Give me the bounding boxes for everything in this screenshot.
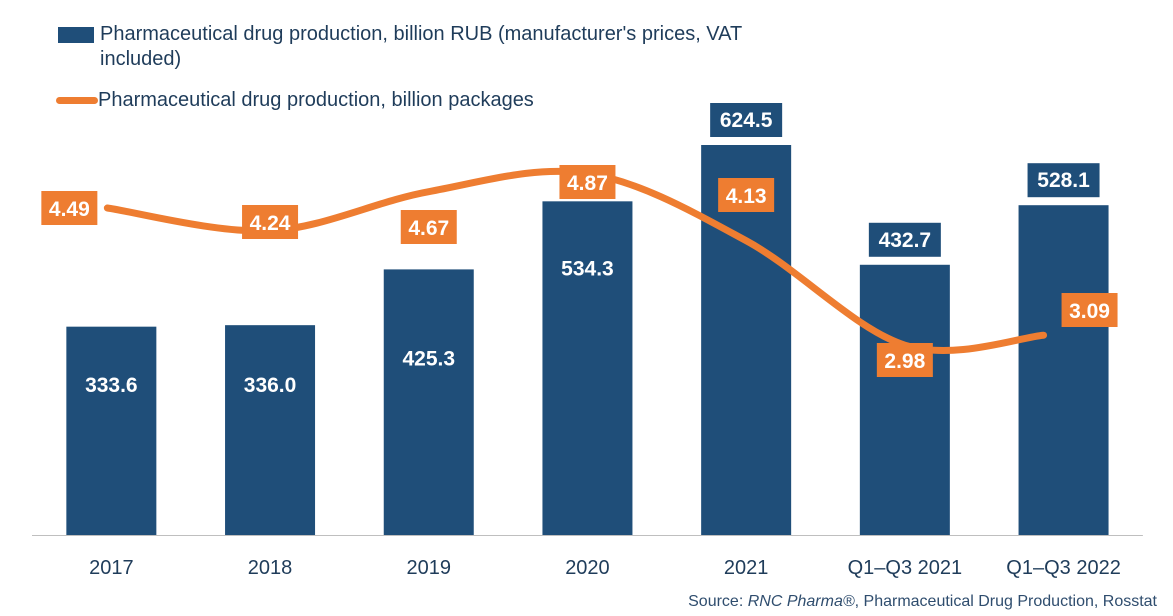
bar-6 [1018, 205, 1109, 535]
x-tick-label-1: 2018 [248, 557, 293, 579]
bar-2 [383, 269, 474, 535]
bar-value-box-5 [868, 222, 941, 257]
bar-5 [859, 264, 950, 535]
bar-value-box-6 [1027, 163, 1100, 198]
bar-value-label-4: 624.5 [720, 109, 773, 132]
bar-value-label-2: 425.3 [402, 347, 455, 370]
bar-value-label-5: 432.7 [879, 229, 932, 252]
line-value-box-6 [1061, 293, 1118, 327]
bar-value-label-3: 534.3 [561, 257, 614, 280]
bar-value-label-6: 528.1 [1037, 169, 1090, 192]
source-prefix: Source: [688, 593, 748, 610]
x-tick-label-3: 2020 [565, 557, 610, 579]
bar-0 [66, 326, 157, 535]
line-value-label-5: 2.98 [884, 350, 925, 373]
legend-label-rub-line2: included) [100, 48, 182, 70]
line-value-box-5 [876, 343, 933, 377]
line-value-box-2 [400, 210, 457, 244]
source-brand: RNC Pharma® [747, 593, 855, 610]
bar-value-label-1: 336.0 [244, 374, 297, 397]
line-value-label-2: 4.67 [408, 217, 449, 240]
line-value-label-3: 4.87 [567, 172, 608, 195]
bar-value-box-4 [710, 103, 783, 137]
x-tick-label-5: Q1–Q3 2021 [848, 557, 963, 579]
line-value-label-0: 4.49 [49, 198, 90, 221]
source-note: Source: RNC Pharma®, Pharmaceutical Drug… [688, 593, 1157, 611]
bar-3 [542, 201, 633, 535]
legend-label-rub-line1: Pharmaceutical drug production, billion … [100, 23, 743, 45]
line-value-label-6: 3.09 [1069, 300, 1110, 323]
bar-value-label-0: 333.6 [85, 374, 138, 397]
line-value-box-0 [41, 191, 98, 225]
x-tick-label-2: 2019 [407, 557, 452, 579]
bar-1 [225, 325, 316, 535]
legend-item-rub: Pharmaceutical drug production, billion … [58, 22, 742, 72]
line-value-label-4: 4.13 [726, 185, 767, 208]
line-value-box-4 [718, 178, 775, 212]
legend-bar-swatch [58, 27, 94, 43]
x-tick-label-4: 2021 [724, 557, 769, 579]
legend-line-swatch [56, 95, 98, 105]
legend-item-packages: Pharmaceutical drug production, billion … [56, 88, 534, 113]
line-value-label-1: 4.24 [250, 212, 291, 235]
legend-label-rub: Pharmaceutical drug production, billion … [100, 22, 742, 72]
line-value-box-3 [559, 165, 616, 199]
source-rest: , Pharmaceutical Drug Production, Rossta… [854, 593, 1157, 610]
line-value-box-1 [242, 205, 299, 239]
x-tick-label-0: 2017 [89, 557, 134, 579]
x-tick-label-6: Q1–Q3 2022 [1006, 557, 1121, 579]
legend-label-packages: Pharmaceutical drug production, billion … [98, 89, 534, 111]
